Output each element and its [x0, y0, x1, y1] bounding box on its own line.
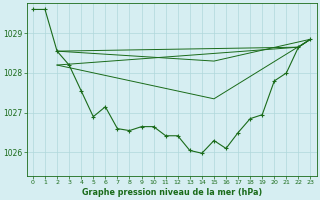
X-axis label: Graphe pression niveau de la mer (hPa): Graphe pression niveau de la mer (hPa): [82, 188, 262, 197]
